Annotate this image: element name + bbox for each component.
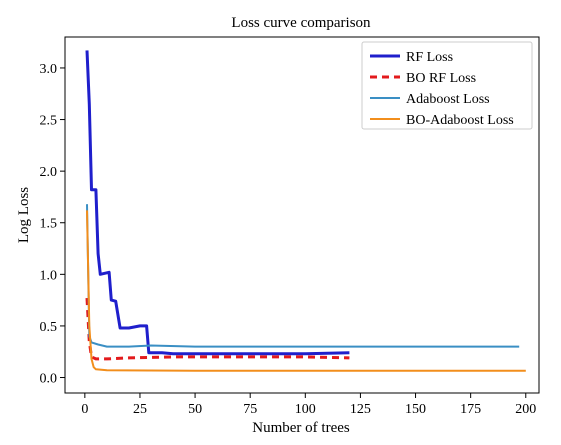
x-tick-label: 50 bbox=[188, 402, 202, 417]
plot-frame bbox=[64, 36, 540, 394]
x-tick-label: 175 bbox=[460, 402, 481, 417]
x-axis-label: Number of trees bbox=[252, 420, 350, 436]
y-tick-label: 0.5 bbox=[40, 320, 58, 335]
series-line-adaboost-loss bbox=[86, 204, 520, 348]
series-layer bbox=[85, 50, 526, 372]
y-tick-label: 1.0 bbox=[40, 268, 58, 283]
chart-title: Loss curve comparison bbox=[231, 15, 371, 31]
legend-box bbox=[361, 41, 533, 130]
x-tick-label: 100 bbox=[295, 402, 316, 417]
x-tick-label: 0 bbox=[81, 402, 88, 417]
x-tick-label: 200 bbox=[515, 402, 536, 417]
legend-label: RF Loss bbox=[406, 50, 453, 65]
y-axis-label: Log Loss bbox=[16, 187, 32, 243]
y-tick-label: 2.0 bbox=[40, 165, 58, 180]
legend-label: BO RF Loss bbox=[406, 71, 476, 86]
series-line-bo-adaboost-loss bbox=[86, 210, 526, 372]
x-tick-label: 25 bbox=[133, 402, 147, 417]
legend: RF Loss BO RF Loss Adaboost Loss BO-Adaboos… bbox=[361, 41, 533, 130]
series-line-rf-loss bbox=[85, 50, 350, 356]
legend-label: Adaboost Loss bbox=[406, 92, 490, 107]
y-axis: 0.0 0.5 1.0 1.5 2.0 2.5 3.0 bbox=[40, 62, 65, 387]
x-tick-label: 150 bbox=[405, 402, 426, 417]
y-tick-label: 3.0 bbox=[40, 62, 58, 77]
y-tick-label: 1.5 bbox=[40, 217, 58, 232]
x-axis: 0 25 50 75 100 125 150 175 200 bbox=[81, 393, 536, 417]
y-tick-label: 2.5 bbox=[40, 114, 58, 129]
x-tick-label: 125 bbox=[350, 402, 371, 417]
y-tick-label: 0.0 bbox=[40, 372, 58, 387]
x-tick-label: 75 bbox=[243, 402, 257, 417]
legend-label: BO-Adaboost Loss bbox=[406, 113, 514, 128]
plot-area: 0 25 50 75 100 125 150 175 200 0.0 0.5 1.0 1.5 2.0 2.… bbox=[40, 36, 540, 417]
